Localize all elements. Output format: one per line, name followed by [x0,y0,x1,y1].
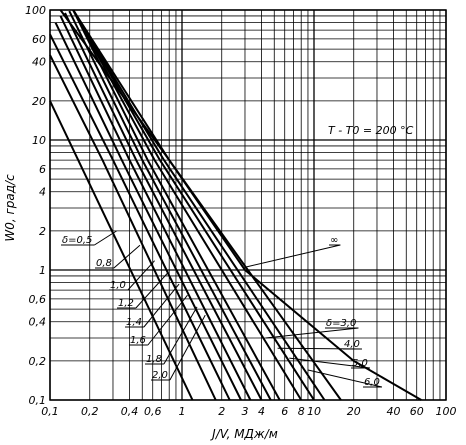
y-tick-label: 0,6 [29,293,47,306]
curve-label-12: ∞ [330,235,338,246]
y-tick-label: 100 [25,4,46,17]
y-tick-label: 1 [39,264,46,277]
y-tick-label: 0,2 [29,355,47,368]
curve-label-2: 1,0 [110,280,126,291]
curve-label-4: 1,4 [126,317,142,328]
curve-0 [49,100,194,401]
curve-label-8: δ=3,0 [326,318,356,329]
x-tick-label: 0,1 [41,405,59,418]
curve-label-leader [277,347,362,350]
curve-label-leader [143,283,180,328]
x-tick-label: 6 [281,405,288,418]
curve-label-leader [94,230,117,246]
curve-label-0: δ=0,5 [62,235,92,246]
curve-label-leader [307,369,383,388]
y-tick-label: 60 [32,33,46,46]
x-tick-label: 0,2 [81,405,99,418]
tick-labels: 0,1 0,2 0,4 0,6 1 2 3 4 6 8 10 20 40 60 1000,10,20,40,… [25,4,457,418]
curve-7 [72,9,281,401]
curve-label-leader [135,272,169,309]
curve-6 [68,10,272,401]
y-tick-label: 20 [32,95,46,108]
curve-label-leader [289,357,370,369]
curve-1 [49,54,217,401]
curve-label-leader [127,260,155,291]
y-tick-label: 0,4 [29,316,47,329]
curve-labels: δ=0,5 0,8 1,0 1,2 1,4 1,61,8 2,0 δ=3,0 4,0 5,0 6,0… [61,230,383,388]
curves [49,9,422,401]
curve-label-leader [113,244,141,269]
curve-label-7: 2,0 [152,370,168,381]
curve-label-5: 1,6 [130,335,146,346]
curve-label-leader [244,244,341,268]
x-tick-label: 1 [179,405,186,418]
y-tick-label: 2 [39,225,46,238]
curve-label-leader [265,327,359,339]
curve-label-1: 0,8 [96,258,112,269]
y-tick-label: 4 [39,186,46,199]
curve-label-leader [169,314,206,381]
curve-label-leader [163,306,198,365]
curve-8 [72,9,303,401]
x-tick-label: 100 [436,405,457,418]
y-tick-label: 6 [39,163,46,176]
curve-label-3: 1,2 [118,298,134,309]
curve-10 [72,9,326,401]
curve-4 [59,15,252,401]
y-tick-label: 40 [32,56,46,69]
curve-2 [49,33,231,401]
x-tick-label: 4 [258,405,265,418]
x-tick-label: 20 [347,405,361,418]
curve-9 [72,9,315,401]
x-tick-label: 40 [386,405,400,418]
plot-frame [49,9,447,401]
x-tick-label: 3 [241,405,248,418]
curve-5 [64,12,263,401]
curve-label-6: 1,8 [146,354,162,365]
temperature-annotation: T - T0 = 200 °C [328,124,414,137]
y-tick-label: 10 [32,134,46,147]
y-tick-label: 0,1 [29,394,47,407]
curve-label-10: 5,0 [352,358,368,369]
curve-3 [54,22,242,401]
curve-label-9: 4,0 [344,339,360,350]
x-tick-label: 60 [410,405,424,418]
x-axis-label: J/V, МДж/м [210,427,278,441]
curve-label-11: 6,0 [364,377,380,388]
x-tick-label: 10 [307,405,321,418]
x-tick-label: 0,6 [144,405,162,418]
curve-label-leader [147,294,188,346]
curve-12 [59,9,422,401]
x-tick-label: 8 [298,405,305,418]
y-axis-label: W0, град/с [3,174,17,242]
x-tick-label: 2 [218,405,225,418]
x-tick-label: 0,4 [121,405,139,418]
